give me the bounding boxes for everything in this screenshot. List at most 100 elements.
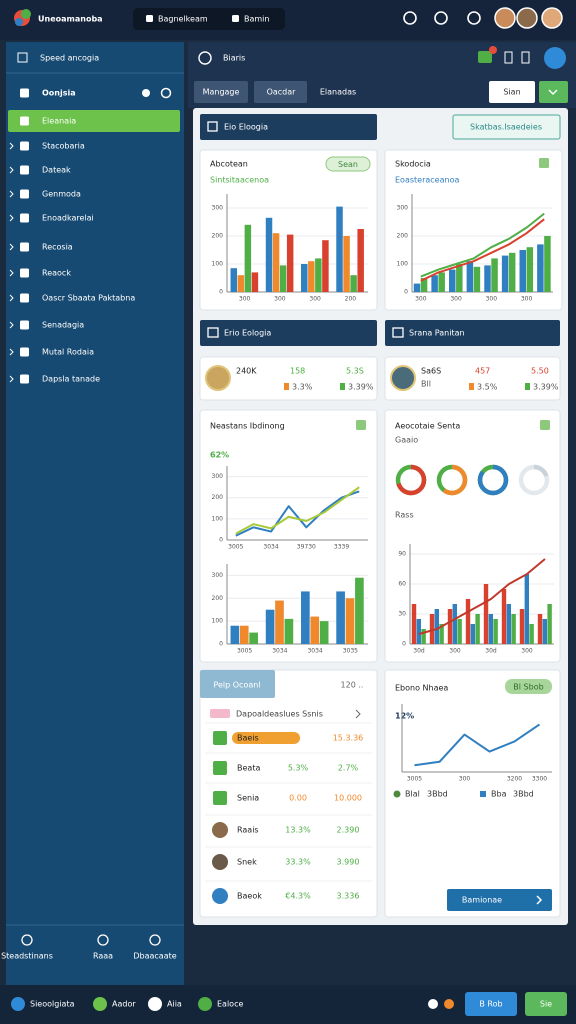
sidebar-item[interactable]: Eleanaia [42,117,76,126]
y-tick-label: 0 [404,289,408,296]
bar [230,268,238,292]
sidebar-item[interactable]: Oonjsia [42,89,76,98]
bar [537,614,543,644]
bar [447,609,453,644]
bar [301,591,310,644]
bottom-item[interactable]: Ealoce [217,1000,243,1009]
bar [434,609,440,644]
stat-main: Sa6S [421,367,441,376]
bottom-item[interactable]: Aiia [167,1000,182,1009]
bar [421,629,426,644]
bar [511,614,516,644]
item-icon [20,88,29,98]
bar [343,236,350,292]
sidebar-item[interactable]: Genmoda [42,190,81,199]
button[interactable] [525,992,567,1016]
y-tick-label: 60 [398,581,406,588]
sidebar-item[interactable]: Stacobaria [42,142,85,151]
card-subtitle: Eoasteraceanoa [395,176,459,185]
bar [508,252,516,292]
x-tick-label: 300 [239,296,251,303]
sidebar-header: Speed ancogia [40,54,99,63]
bar [420,278,428,292]
card-subtitle: Sintsitaacenoa [210,176,269,185]
section-title: Eio Eloogia [224,123,268,132]
main-tab-label[interactable]: Elanadas [320,88,356,97]
button[interactable] [465,992,517,1016]
button[interactable] [447,889,552,911]
profile-btn [544,47,566,69]
donut-segment [436,464,468,496]
item-icon [20,347,29,357]
y-tick-label: 300 [212,473,224,480]
bar [452,604,458,644]
chevron [9,294,14,302]
sidebar-item[interactable]: Reaock [42,269,71,278]
x-tick-label: 300 [486,296,498,303]
bar [429,614,435,644]
bar [483,584,489,644]
section-header [385,320,560,346]
section-header [200,114,377,140]
bar [322,240,329,292]
bar [345,598,355,644]
card [384,149,563,311]
x-tick-label: 300 [309,296,321,303]
bar [524,574,530,644]
tab-icon [232,15,239,22]
row-name: Snek [237,858,257,867]
sidebar-footer: Steadstinans [1,952,53,961]
sidebar-item[interactable]: Recosia [42,243,73,252]
card [384,356,561,401]
card-title: Aeocotaie Senta [395,422,460,431]
chevron [9,269,14,277]
bar [519,250,526,292]
sidebar-item[interactable]: Enoadkarelai [42,214,94,223]
button[interactable] [489,81,535,103]
item-icon [20,293,29,303]
bottom-icon [11,997,25,1011]
card [384,669,561,918]
bar [275,600,284,644]
main-tab[interactable] [194,81,248,103]
bar [438,272,445,292]
home-icon [142,89,150,97]
sidebar-item[interactable]: Dapsla tanade [42,375,100,384]
button[interactable] [539,81,568,103]
sidebar-item[interactable]: Senadagia [42,321,84,330]
bar [488,614,494,644]
y-tick-label: 0 [219,537,223,544]
line [418,558,546,635]
bottom-item[interactable]: Sieoolgiata [30,1000,75,1009]
card-subtitle: Gaaio [395,436,418,445]
bar [355,577,364,644]
card [199,669,378,918]
outline-button[interactable] [452,114,561,140]
button-label: Skatbas.Isaedeies [470,123,542,132]
big-number: 12% [395,712,414,721]
sidebar-item[interactable]: Dateak [42,166,71,175]
sidebar-item[interactable]: Mutal Rodaia [42,348,94,357]
app-name: Uneoamanoba [38,15,103,24]
bar [230,625,240,644]
bottom-icon [198,997,212,1011]
bar [537,244,544,292]
x-tick-label: 30d [413,648,425,655]
main-tab[interactable] [254,81,307,103]
main-tab-label[interactable]: Oacdar [267,88,297,97]
bottom-item[interactable]: Aador [112,1000,136,1009]
bar [501,255,509,292]
active-item[interactable] [8,110,180,132]
section-header [200,320,377,346]
chevron [9,214,14,222]
bar [449,269,456,292]
legend-label: Bba [491,790,507,799]
main-tab-label[interactable]: Mangage [203,88,240,97]
x-tick-label: 3034 [272,648,287,655]
x-tick-label: 3035 [343,648,358,655]
sidebar-item[interactable]: Oascr Sbaata Paktabna [42,294,135,303]
bar [547,604,552,644]
logo [21,9,31,19]
line [420,218,545,282]
